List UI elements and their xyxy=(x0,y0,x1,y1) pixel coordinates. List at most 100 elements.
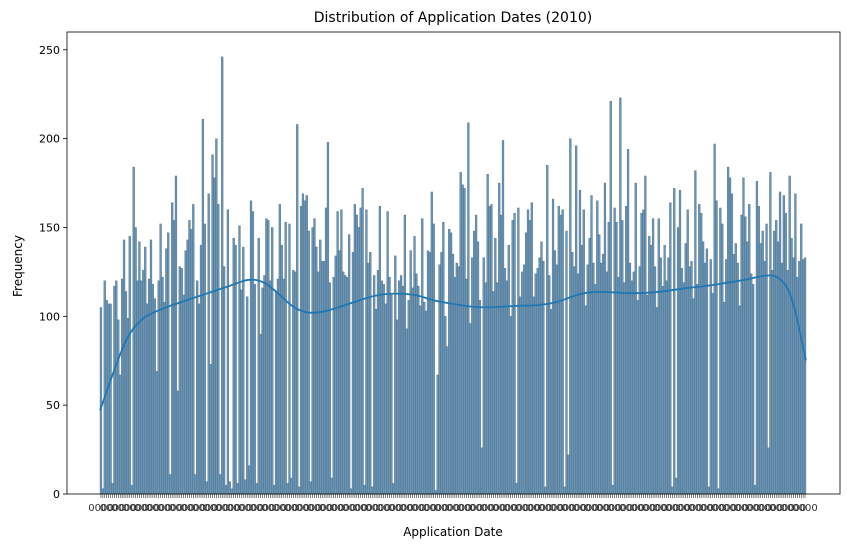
histogram-bar xyxy=(507,245,510,495)
x-tick-label: 0000 xyxy=(446,503,471,514)
histogram-bar xyxy=(638,266,641,495)
histogram-bar xyxy=(121,278,124,495)
histogram-bar xyxy=(324,207,328,495)
x-tick-label: 0000 xyxy=(642,503,667,514)
histogram-bar xyxy=(802,259,805,495)
x-tick-label: 0000 xyxy=(388,503,413,514)
histogram-bar xyxy=(159,223,162,495)
histogram-bar xyxy=(374,309,378,495)
histogram-bar xyxy=(667,257,670,495)
histogram-bar xyxy=(511,220,514,495)
histogram-bar xyxy=(411,287,414,495)
histogram-bar xyxy=(349,488,353,495)
histogram-bar xyxy=(271,227,274,495)
histogram-bar xyxy=(215,138,218,495)
histogram-bar xyxy=(751,284,755,495)
y-tick-label: 50 xyxy=(46,399,60,412)
histogram-bar xyxy=(446,346,449,495)
histogram-bar xyxy=(800,223,803,495)
y-axis-label: Frequency xyxy=(11,235,25,297)
histogram-bar xyxy=(269,280,272,495)
histogram-bar xyxy=(147,278,151,495)
histogram-bar xyxy=(111,483,114,495)
histogram-bar xyxy=(138,241,141,495)
histogram-bar xyxy=(315,246,318,495)
histogram-bar xyxy=(174,175,178,495)
histogram-bar xyxy=(686,209,689,495)
histogram-bar xyxy=(671,486,674,495)
histogram-bar xyxy=(515,483,518,495)
histogram-bar xyxy=(701,241,705,495)
histogram-bar xyxy=(538,257,541,495)
x-tick-label: 0000 xyxy=(492,503,517,514)
histogram-bar xyxy=(405,328,408,495)
histogram-bar xyxy=(567,454,570,495)
histogram-bar xyxy=(184,250,187,495)
histogram-bar xyxy=(542,261,545,495)
x-tick-label: 0000 xyxy=(227,503,252,514)
histogram-bar xyxy=(750,273,753,495)
histogram-bar xyxy=(576,273,580,495)
histogram-bar xyxy=(136,280,139,495)
x-tick-label: 0000 xyxy=(619,503,644,514)
histogram-bar xyxy=(557,205,560,495)
histogram-bar xyxy=(669,202,672,495)
x-tick-label: 0000 xyxy=(561,503,586,514)
histogram-bar xyxy=(297,486,301,495)
x-tick-label: 0000 xyxy=(134,503,159,514)
histogram-bar xyxy=(151,284,155,495)
histogram-bar xyxy=(725,259,728,495)
histogram-bar xyxy=(509,316,512,495)
histogram-bar xyxy=(573,266,576,495)
histogram-bar xyxy=(255,483,258,495)
x-axis: 0000000000000000000000000000000000000000… xyxy=(88,494,818,514)
histogram-bar xyxy=(571,252,574,495)
histogram-bar xyxy=(409,250,412,495)
histogram-bar xyxy=(113,285,116,495)
histogram-bar xyxy=(384,303,387,495)
histogram-bar xyxy=(217,204,220,495)
histogram-bar xyxy=(721,223,724,495)
histogram-bar xyxy=(476,241,480,495)
histogram-bar xyxy=(423,301,426,495)
histogram-bar xyxy=(128,236,131,495)
x-tick-label: 0000 xyxy=(654,503,679,514)
x-tick-label: 0000 xyxy=(781,503,806,514)
histogram-bar xyxy=(197,303,201,495)
histogram-bar xyxy=(505,280,508,495)
x-tick-label: 0000 xyxy=(538,503,563,514)
histogram-bar xyxy=(434,490,437,495)
histogram-bar xyxy=(636,300,639,495)
histogram-bar xyxy=(399,275,403,495)
histogram-bar xyxy=(451,253,455,495)
histogram-bar xyxy=(653,266,657,495)
x-tick-label: 0000 xyxy=(435,503,460,514)
histogram-bar xyxy=(157,280,160,495)
histogram-bar xyxy=(421,218,424,495)
x-tick-label: 0000 xyxy=(527,503,552,514)
histogram-bar xyxy=(738,305,741,495)
x-axis-label: Application Date xyxy=(403,525,503,539)
histogram-bar xyxy=(322,261,326,495)
histogram-bar xyxy=(605,271,608,495)
histogram-bar xyxy=(407,300,410,495)
histogram-bar xyxy=(230,488,233,495)
histogram-bar xyxy=(536,268,539,495)
histogram-bar xyxy=(759,243,762,495)
kde-line xyxy=(99,274,807,411)
x-tick-label: 0000 xyxy=(204,503,229,514)
histogram-bar xyxy=(796,277,799,495)
x-tick-label: 0000 xyxy=(723,503,748,514)
histogram-bar xyxy=(299,205,303,495)
x-tick-label: 0000 xyxy=(146,503,171,514)
histogram-bar xyxy=(219,474,222,495)
histogram-bar xyxy=(661,285,664,495)
x-tick-label: 0000 xyxy=(88,503,113,514)
y-tick-label: 0 xyxy=(53,488,60,501)
histogram-bar xyxy=(676,227,680,495)
histogram-bar xyxy=(675,477,678,495)
histogram-bar xyxy=(344,275,347,495)
histogram-bar xyxy=(523,264,526,495)
x-tick-label: 0000 xyxy=(319,503,344,514)
x-tick-label: 0000 xyxy=(111,503,136,514)
